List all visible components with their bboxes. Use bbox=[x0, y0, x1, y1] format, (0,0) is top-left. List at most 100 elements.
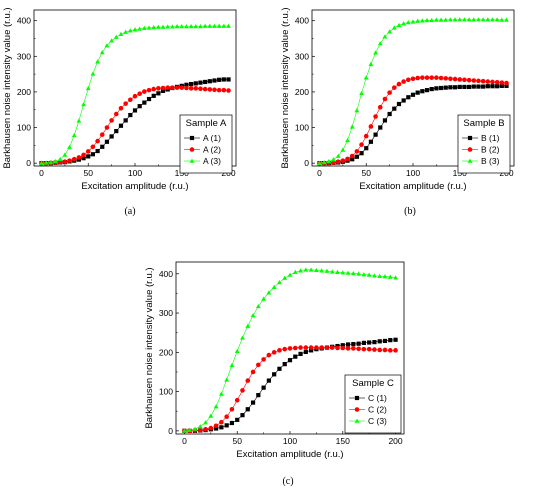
data-point bbox=[452, 76, 458, 82]
data-point bbox=[118, 123, 124, 128]
data-point bbox=[229, 406, 235, 412]
data-point bbox=[329, 345, 335, 350]
data-point bbox=[443, 76, 449, 81]
data-point bbox=[359, 90, 364, 96]
y-tick-label: 100 bbox=[295, 123, 309, 133]
data-point bbox=[387, 29, 393, 34]
data-point bbox=[95, 59, 101, 64]
data-point bbox=[234, 348, 240, 353]
legend-marker bbox=[467, 135, 473, 141]
data-point bbox=[57, 156, 63, 162]
data-point bbox=[321, 160, 327, 165]
x-tick-label: 100 bbox=[128, 168, 142, 178]
data-point bbox=[359, 142, 364, 147]
data-point bbox=[410, 76, 416, 82]
y-tick-label: 100 bbox=[159, 387, 173, 397]
data-point bbox=[277, 348, 282, 353]
data-point bbox=[326, 158, 332, 164]
data-point bbox=[434, 86, 439, 91]
data-point bbox=[485, 79, 491, 84]
data-point bbox=[308, 267, 314, 272]
y-tick-label: 400 bbox=[159, 269, 173, 279]
x-axis-label: Excitation amplitude (r.u.) bbox=[236, 449, 343, 460]
data-point bbox=[354, 149, 360, 154]
data-point bbox=[382, 347, 388, 353]
data-point bbox=[113, 111, 119, 117]
data-point bbox=[202, 86, 208, 92]
data-point bbox=[420, 89, 425, 94]
data-point bbox=[401, 98, 406, 103]
data-point bbox=[340, 147, 346, 152]
x-tick-label: 50 bbox=[362, 168, 372, 178]
data-point bbox=[216, 23, 222, 28]
data-point bbox=[123, 101, 128, 106]
data-point bbox=[141, 25, 147, 30]
data-point bbox=[387, 348, 393, 353]
data-point bbox=[401, 21, 407, 26]
data-point bbox=[266, 378, 271, 383]
data-point bbox=[298, 268, 303, 273]
data-point bbox=[361, 272, 367, 277]
data-point bbox=[62, 159, 68, 165]
data-point bbox=[351, 346, 356, 351]
data-point bbox=[356, 341, 361, 346]
data-point bbox=[218, 391, 224, 396]
data-point bbox=[261, 385, 266, 390]
data-point bbox=[67, 144, 72, 149]
data-point bbox=[226, 77, 231, 82]
data-point bbox=[490, 17, 495, 22]
x-axis-label: Excitation amplitude (r.u.) bbox=[359, 181, 466, 192]
data-point bbox=[198, 80, 203, 85]
data-point bbox=[356, 346, 361, 352]
data-point bbox=[363, 133, 369, 139]
data-point bbox=[160, 88, 166, 93]
data-point bbox=[387, 274, 393, 279]
y-tick-label: 0 bbox=[304, 158, 309, 168]
y-axis-label: Barkhausen noise intensity value (r.u.) bbox=[144, 267, 155, 428]
data-point bbox=[282, 362, 287, 367]
data-point bbox=[282, 275, 288, 280]
data-point bbox=[104, 125, 110, 130]
data-point bbox=[287, 358, 293, 363]
data-point bbox=[361, 346, 367, 352]
data-point bbox=[109, 118, 114, 123]
data-point bbox=[391, 25, 397, 30]
data-point bbox=[504, 17, 509, 22]
data-point bbox=[340, 270, 346, 275]
data-point bbox=[165, 24, 171, 29]
data-point bbox=[481, 84, 486, 89]
data-point bbox=[485, 84, 490, 89]
data-point bbox=[420, 75, 425, 80]
data-point bbox=[137, 91, 142, 96]
data-point bbox=[405, 20, 411, 25]
data-point bbox=[146, 87, 152, 93]
data-point bbox=[364, 146, 369, 151]
data-point bbox=[476, 84, 481, 89]
data-point bbox=[438, 17, 444, 22]
data-point bbox=[345, 342, 351, 347]
plot-area bbox=[39, 23, 231, 166]
data-point bbox=[452, 85, 458, 90]
y-tick-label: 400 bbox=[295, 16, 309, 26]
data-point bbox=[250, 369, 256, 375]
data-point bbox=[499, 83, 504, 88]
legend-marker bbox=[467, 147, 473, 152]
legend-entry: B (3) bbox=[481, 156, 500, 166]
x-tick-label: 200 bbox=[388, 436, 402, 446]
data-point bbox=[351, 341, 356, 347]
legend: Sample A A (1) A (2)A (3) bbox=[179, 114, 233, 174]
data-point bbox=[118, 106, 124, 111]
data-point bbox=[406, 77, 411, 83]
data-point bbox=[221, 77, 226, 82]
data-point bbox=[197, 424, 203, 429]
data-point bbox=[452, 17, 458, 22]
data-point bbox=[471, 78, 477, 83]
data-point bbox=[142, 89, 147, 94]
data-point bbox=[415, 75, 420, 81]
data-point bbox=[67, 158, 72, 163]
data-point bbox=[372, 273, 377, 278]
data-point bbox=[95, 148, 100, 154]
data-point bbox=[298, 351, 303, 356]
data-point bbox=[146, 25, 152, 30]
y-tick-label: 200 bbox=[295, 87, 309, 97]
